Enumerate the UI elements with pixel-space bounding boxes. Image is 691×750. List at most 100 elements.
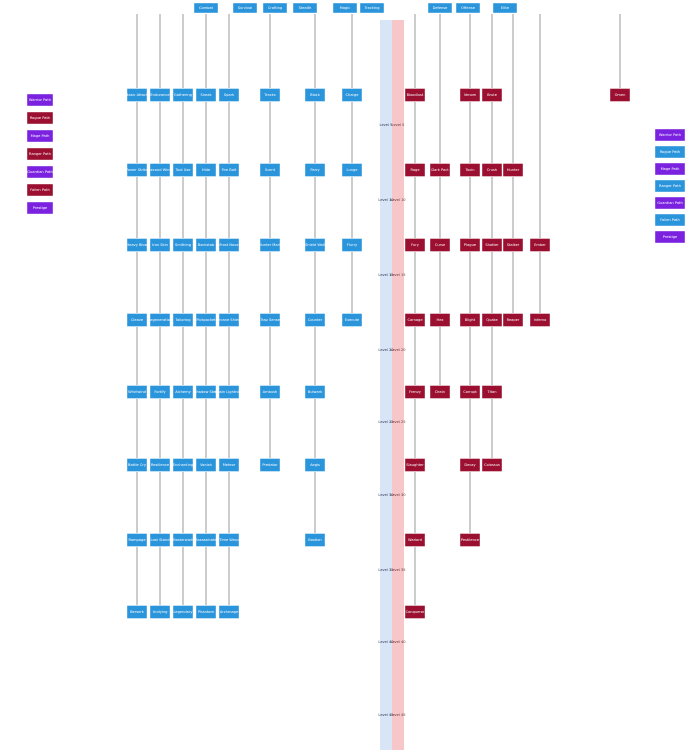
node bbox=[502, 163, 524, 177]
node-label: Inferno bbox=[534, 318, 547, 322]
node bbox=[654, 230, 686, 244]
node bbox=[304, 238, 326, 252]
node-label: Ember bbox=[534, 243, 546, 247]
node bbox=[172, 533, 194, 547]
node-label: Prestige bbox=[33, 206, 48, 210]
node bbox=[218, 458, 240, 472]
node bbox=[195, 313, 217, 327]
node bbox=[218, 88, 240, 102]
node-label: Frenzy bbox=[409, 390, 422, 394]
node bbox=[304, 385, 326, 399]
node-label: Chain Lightning bbox=[215, 390, 243, 394]
node bbox=[341, 163, 363, 177]
node bbox=[172, 385, 194, 399]
node-label: Hunter Mark bbox=[259, 243, 282, 247]
node bbox=[404, 313, 426, 327]
node-label: Guardian Path bbox=[27, 170, 52, 174]
node bbox=[404, 605, 426, 619]
node-label: Frost Nova bbox=[219, 243, 238, 247]
node-label: Drain bbox=[435, 390, 445, 394]
node bbox=[429, 313, 451, 327]
node bbox=[654, 179, 686, 193]
node-label: Omen bbox=[615, 93, 626, 97]
node-label: Shadow Step bbox=[194, 390, 218, 394]
node bbox=[481, 163, 503, 177]
node-label: Enchanting bbox=[173, 463, 193, 467]
node bbox=[404, 385, 426, 399]
node bbox=[654, 213, 686, 227]
node-label: Venom bbox=[464, 93, 477, 97]
node bbox=[459, 163, 481, 177]
node bbox=[529, 313, 551, 327]
node bbox=[502, 313, 524, 327]
node bbox=[502, 238, 524, 252]
node bbox=[172, 163, 194, 177]
node-label: Tracks bbox=[263, 93, 275, 97]
node-label: Decay bbox=[464, 463, 476, 467]
tier-label: Level 45 bbox=[378, 713, 393, 717]
node-label: Elite bbox=[501, 6, 510, 10]
node-label: Slaughter bbox=[406, 463, 424, 467]
node-label: Pestilence bbox=[461, 538, 480, 542]
node-label: Mage Path bbox=[31, 134, 50, 138]
node bbox=[126, 385, 148, 399]
node bbox=[341, 238, 363, 252]
node-label: Shield Wall bbox=[305, 243, 325, 247]
node bbox=[429, 163, 451, 177]
tier-label: Level 45 bbox=[390, 713, 405, 717]
node bbox=[654, 196, 686, 210]
node bbox=[259, 313, 281, 327]
node bbox=[126, 238, 148, 252]
node bbox=[126, 163, 148, 177]
node bbox=[26, 111, 54, 125]
node bbox=[195, 385, 217, 399]
node bbox=[459, 458, 481, 472]
node bbox=[609, 88, 631, 102]
node-label: Phantom bbox=[198, 610, 215, 614]
node-label: Toxin bbox=[464, 168, 474, 172]
node-label: Rage bbox=[410, 168, 420, 172]
node-label: Crush bbox=[487, 168, 497, 172]
tier-label: Level 20 bbox=[390, 348, 406, 352]
tier-label: Level 30 bbox=[378, 493, 394, 497]
node bbox=[427, 2, 453, 14]
node bbox=[292, 2, 318, 14]
node-label: Crafting bbox=[268, 6, 282, 10]
node-label: Tailoring bbox=[174, 318, 190, 322]
node-label: Legendary bbox=[173, 610, 193, 614]
node bbox=[262, 2, 288, 14]
node-label: Bulwark bbox=[308, 390, 323, 394]
node-label: Magic bbox=[340, 6, 351, 10]
node bbox=[126, 88, 148, 102]
node-label: Undying bbox=[153, 610, 168, 614]
node bbox=[304, 163, 326, 177]
node-label: Flurry bbox=[347, 243, 358, 247]
node bbox=[481, 458, 503, 472]
node bbox=[455, 2, 481, 14]
tier-label: Level 5 bbox=[380, 123, 393, 127]
tier-label: Level 20 bbox=[378, 348, 394, 352]
node-label: Time Warp bbox=[218, 538, 239, 542]
node bbox=[259, 238, 281, 252]
node-label: Predator bbox=[262, 463, 278, 467]
node-label: Offense bbox=[461, 6, 476, 10]
node-label: Tracking bbox=[364, 6, 380, 10]
node-label: Masterwork bbox=[173, 538, 195, 542]
node-label: Ranger Path bbox=[29, 152, 51, 156]
node-label: Hunter bbox=[507, 168, 520, 172]
node-label: Heavy Blow bbox=[126, 243, 147, 247]
node-label: Fury bbox=[411, 243, 420, 247]
node bbox=[26, 147, 54, 161]
node bbox=[149, 533, 171, 547]
node-label: Last Stand bbox=[150, 538, 169, 542]
tier-label: Level 40 bbox=[378, 640, 394, 644]
node-label: Power Strike bbox=[126, 168, 149, 172]
node bbox=[218, 313, 240, 327]
tier-label: Level 15 bbox=[378, 273, 393, 277]
node bbox=[481, 238, 503, 252]
node bbox=[459, 385, 481, 399]
node-label: Titan bbox=[487, 390, 497, 394]
node bbox=[218, 385, 240, 399]
node-label: Charge bbox=[346, 93, 360, 97]
node-label: Stealth bbox=[299, 6, 312, 10]
